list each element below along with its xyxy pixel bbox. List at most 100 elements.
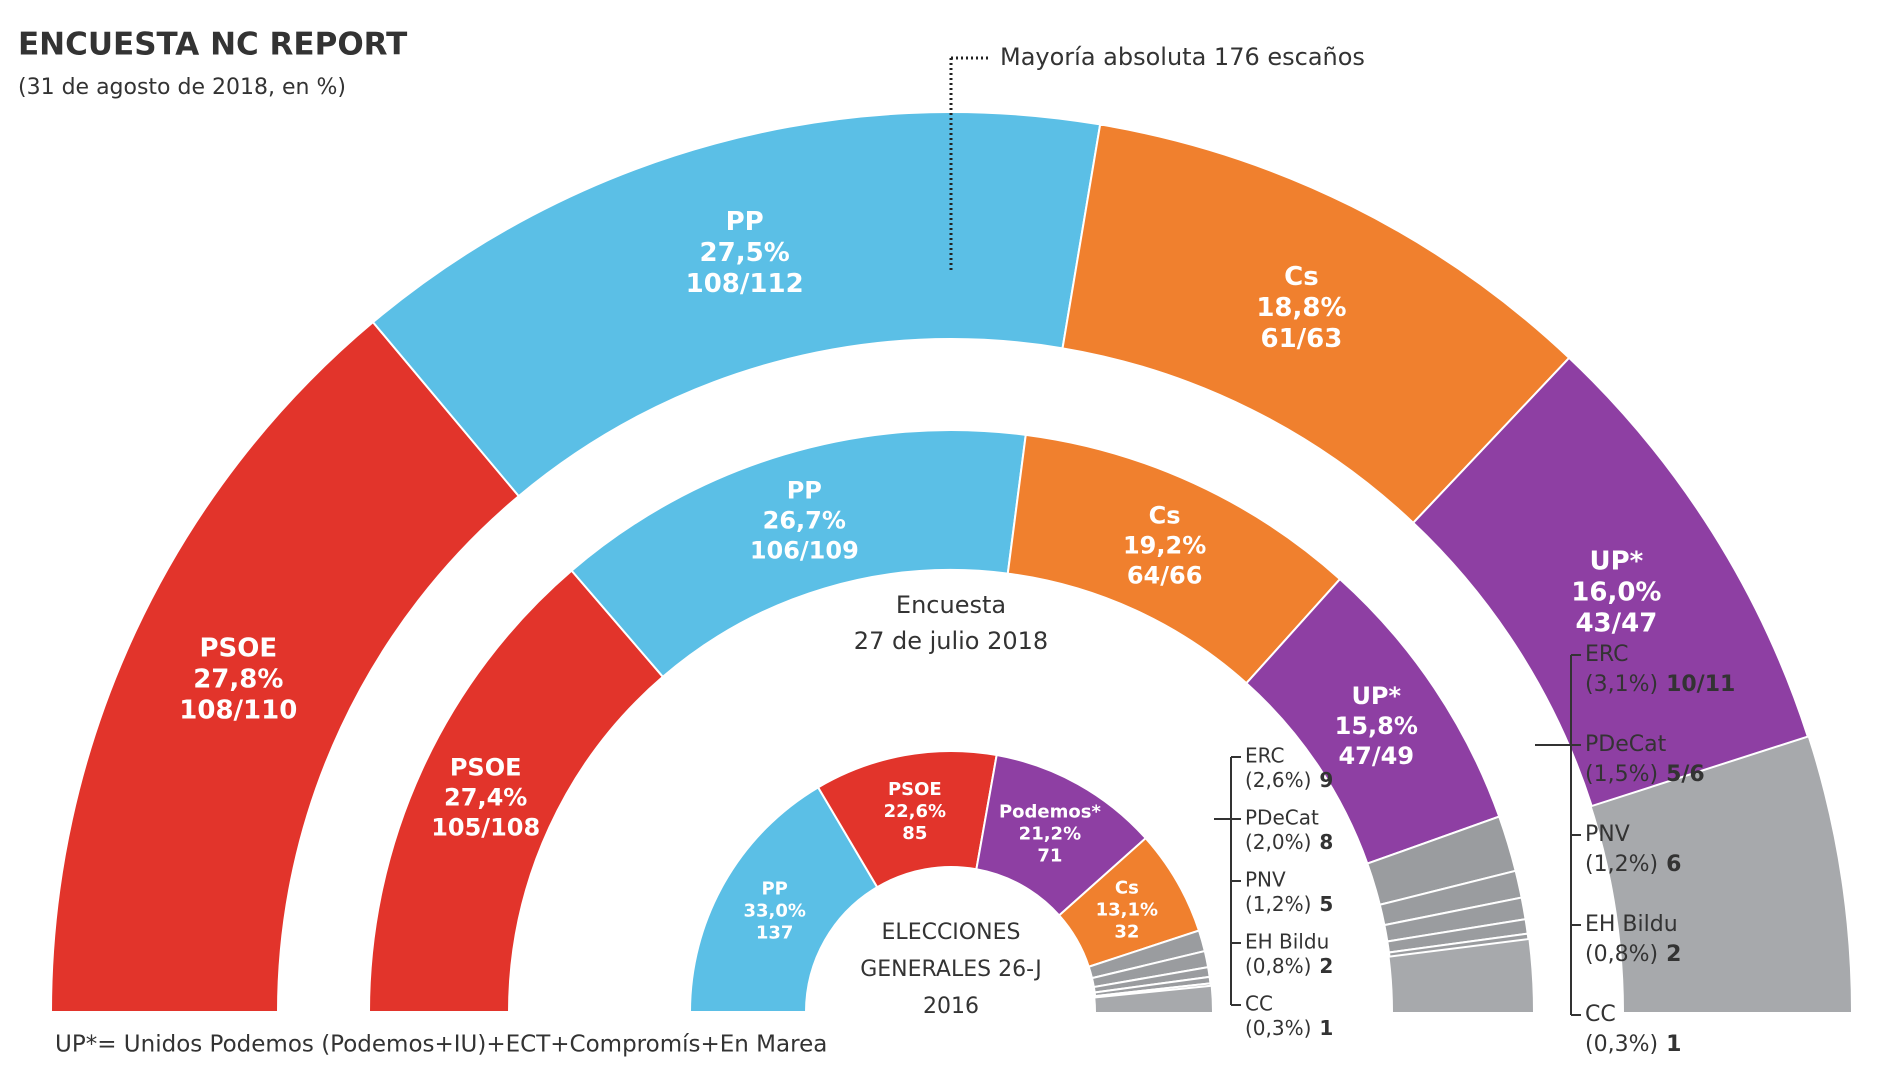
center-label: 2016 bbox=[923, 994, 979, 1019]
segment-label-line: 27,4% bbox=[444, 783, 527, 811]
segment-label-line: 108/110 bbox=[179, 695, 297, 725]
segment-label: PP 33,0% 137 bbox=[743, 878, 805, 943]
segment-label-line: PP bbox=[726, 207, 764, 237]
side-label-pct: (0,8%) bbox=[1585, 942, 1658, 967]
side-label-name: EH Bildu bbox=[1585, 912, 1678, 937]
side-label-name: ERC bbox=[1585, 642, 1628, 667]
segment-label: Podemos* 21,2% 71 bbox=[999, 802, 1101, 867]
segment-label-line: PP bbox=[761, 878, 787, 899]
segment-label-line: 26,7% bbox=[763, 506, 846, 534]
center-label: GENERALES 26-J bbox=[860, 957, 1042, 982]
segment-label: Cs 18,8% 61/63 bbox=[1256, 261, 1346, 353]
seat-segment bbox=[1094, 982, 1212, 999]
side-label-seats: 1 bbox=[1666, 1032, 1681, 1057]
segment-label-line: 16,0% bbox=[1571, 577, 1661, 607]
center-label: 27 de julio 2018 bbox=[854, 627, 1048, 655]
side-label-pct: (0,8%) bbox=[1245, 954, 1311, 978]
seat-segment bbox=[1411, 356, 1810, 808]
segment-label-line: 71 bbox=[1037, 846, 1062, 867]
side-label-name: ERC bbox=[1245, 744, 1285, 768]
side-label-value: (2,6%) 9 bbox=[1245, 768, 1333, 792]
side-label-name: CC bbox=[1585, 1002, 1616, 1027]
segment-label: UP* 16,0% 43/47 bbox=[1571, 546, 1661, 638]
segment-label-line: PSOE bbox=[450, 753, 522, 781]
segment-label-line: 105/108 bbox=[431, 813, 540, 841]
side-label-value: (0,3%) 1 bbox=[1245, 1016, 1333, 1040]
side-label-seats: 6 bbox=[1666, 852, 1681, 877]
side-label-pct: (0,3%) bbox=[1245, 1016, 1311, 1040]
side-label-name: PNV bbox=[1245, 868, 1286, 892]
side-label-seats: 10/11 bbox=[1666, 672, 1735, 697]
segment-label-line: Cs bbox=[1284, 261, 1319, 291]
segment-label-line: Cs bbox=[1149, 502, 1181, 530]
segment-label-line: 61/63 bbox=[1261, 323, 1343, 353]
segment-label-line: 47/49 bbox=[1338, 742, 1414, 770]
side-label-value: (0,8%) 2 bbox=[1245, 954, 1333, 978]
side-label-pct: (0,3%) bbox=[1585, 1032, 1658, 1057]
side-label-pct: (2,6%) bbox=[1245, 768, 1311, 792]
side-label-pct: (1,5%) bbox=[1585, 762, 1658, 787]
side-label-pct: (1,2%) bbox=[1585, 852, 1658, 877]
segment-label-line: 64/66 bbox=[1127, 562, 1203, 590]
segment-label: PP 27,5% 108/112 bbox=[686, 207, 804, 299]
side-label-name: CC bbox=[1245, 992, 1273, 1016]
segment-label-line: 13,1% bbox=[1096, 900, 1158, 921]
center-label: Encuesta bbox=[896, 591, 1006, 619]
side-label-pct: (3,1%) bbox=[1585, 672, 1658, 697]
seat-segment bbox=[688, 785, 879, 1013]
segment-label: UP* 15,8% 47/49 bbox=[1335, 682, 1418, 770]
side-label-seats: 5/6 bbox=[1666, 762, 1705, 787]
side-label-value: (0,3%) 1 bbox=[1585, 1032, 1681, 1057]
seat-segment bbox=[371, 111, 1102, 498]
segment-label-line: 33,0% bbox=[743, 900, 805, 921]
segment-label-line: PP bbox=[787, 476, 822, 504]
segment-label-line: PSOE bbox=[888, 779, 942, 800]
seat-segment bbox=[1387, 932, 1530, 958]
segment-label: PSOE 27,4% 105/108 bbox=[431, 753, 540, 841]
side-label-seats: 2 bbox=[1319, 954, 1333, 978]
side-label-seats: 9 bbox=[1319, 768, 1333, 792]
side-label-value: (1,2%) 5 bbox=[1245, 892, 1333, 916]
side-label-name: PNV bbox=[1585, 822, 1630, 847]
annotation: Mayoría absoluta 176 escaños bbox=[1000, 43, 1365, 71]
chart-subtitle: (31 de agosto de 2018, en %) bbox=[18, 75, 346, 100]
side-label-seats: 1 bbox=[1319, 1016, 1333, 1040]
side-label-name: PDeCat bbox=[1585, 732, 1667, 757]
segment-label: PP 26,7% 106/109 bbox=[750, 476, 859, 564]
segment-label-line: UP* bbox=[1351, 682, 1401, 710]
side-label-seats: 2 bbox=[1666, 942, 1681, 967]
segment-label-line: 85 bbox=[902, 823, 927, 844]
side-label-pct: (2,0%) bbox=[1245, 830, 1311, 854]
segment-label-line: 15,8% bbox=[1335, 712, 1418, 740]
side-label-seats: 8 bbox=[1319, 830, 1333, 854]
segment-label-line: 21,2% bbox=[1019, 824, 1081, 845]
side-label-value: (3,1%) 10/11 bbox=[1585, 672, 1735, 697]
segment-label-line: Podemos* bbox=[999, 802, 1101, 823]
segment-label-line: 106/109 bbox=[750, 536, 859, 564]
side-label-name: EH Bildu bbox=[1245, 930, 1329, 954]
segment-label-line: Cs bbox=[1115, 878, 1139, 899]
segment-label-line: 19,2% bbox=[1123, 532, 1206, 560]
segment-label-line: 22,6% bbox=[884, 801, 946, 822]
segment-label-line: 32 bbox=[1114, 922, 1139, 943]
segment-label-line: 27,5% bbox=[700, 238, 790, 268]
side-label-value: (2,0%) 8 bbox=[1245, 830, 1333, 854]
chart-title: ENCUESTA NC REPORT bbox=[18, 27, 407, 63]
segment-label-line: 43/47 bbox=[1575, 608, 1657, 638]
segment-label: Cs 13,1% 32 bbox=[1096, 878, 1158, 943]
segment-label-line: 18,8% bbox=[1256, 292, 1346, 322]
segment-label-line: PSOE bbox=[199, 633, 277, 663]
segment-label: PSOE 27,8% 108/110 bbox=[179, 633, 297, 725]
side-label-pct: (1,2%) bbox=[1245, 892, 1311, 916]
side-label-value: (0,8%) 2 bbox=[1585, 942, 1681, 967]
footnote: UP*= Unidos Podemos (Podemos+IU)+ECT+Com… bbox=[55, 1032, 827, 1058]
segment-label-line: 27,8% bbox=[193, 664, 283, 694]
side-label-name: PDeCat bbox=[1245, 806, 1319, 830]
side-label-seats: 5 bbox=[1319, 892, 1333, 916]
side-label-value: (1,5%) 5/6 bbox=[1585, 762, 1705, 787]
segment-label: PSOE 22,6% 85 bbox=[884, 779, 946, 844]
center-label: ELECCIONES bbox=[882, 920, 1021, 945]
segment-label-line: UP* bbox=[1590, 546, 1644, 576]
segment-label-line: 137 bbox=[756, 922, 794, 943]
